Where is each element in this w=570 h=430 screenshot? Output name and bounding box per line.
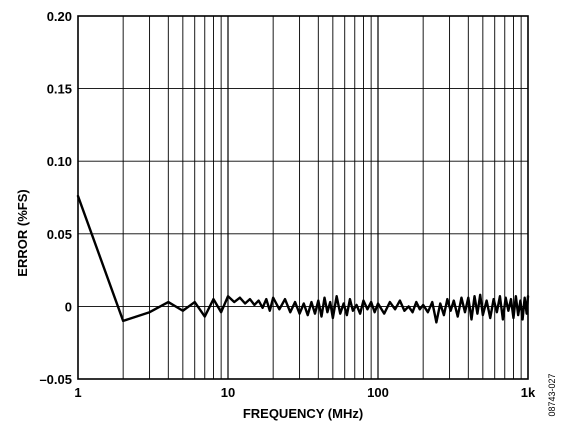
x-axis-label: FREQUENCY (MHz) (243, 406, 363, 421)
y-axis-label: ERROR (%FS) (15, 189, 30, 276)
series-line (76, 194, 530, 324)
y-tick-label: 0.20 (47, 9, 72, 24)
plot-frame (77, 15, 529, 380)
y-tick-label: 0.10 (47, 154, 72, 169)
y-tick-label: 0.05 (47, 227, 72, 242)
x-tick-label: 10 (221, 385, 235, 400)
y-tick-label: –0.05 (39, 372, 72, 387)
x-tick-labels: 1 10 100 1k (74, 385, 536, 400)
grid (78, 16, 528, 379)
figure-id: 08743-027 (547, 373, 557, 416)
y-tick-label: 0 (65, 299, 72, 314)
x-tick-label: 1 (74, 385, 81, 400)
y-tick-label: 0.15 (47, 82, 72, 97)
x-tick-label: 100 (367, 385, 389, 400)
y-tick-labels: 0.20 0.15 0.10 0.05 0 –0.05 (39, 9, 72, 387)
x-tick-label: 1k (521, 385, 536, 400)
series (76, 194, 530, 324)
